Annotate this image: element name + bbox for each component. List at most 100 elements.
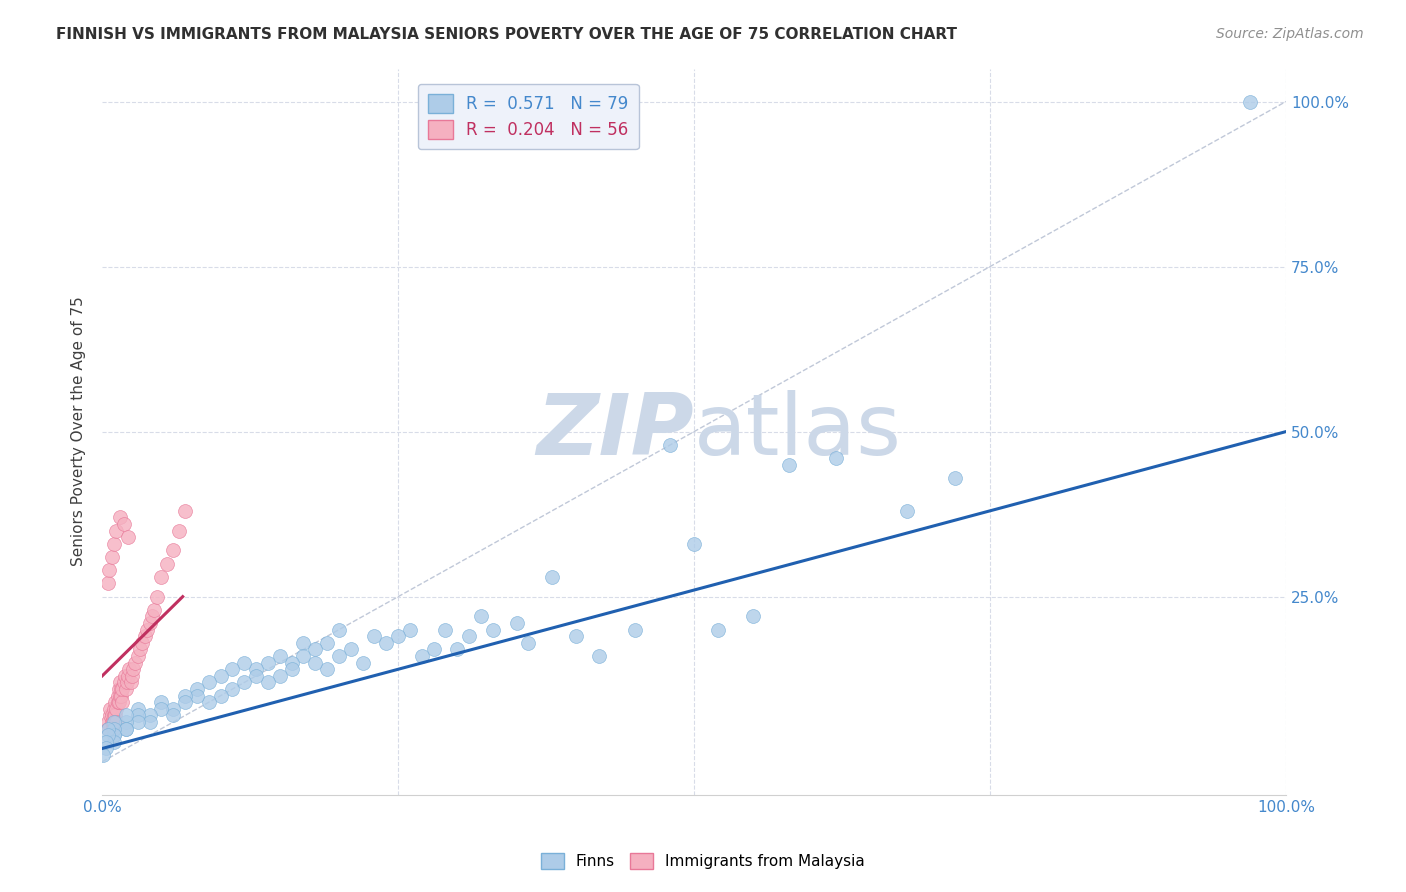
Point — [103, 708, 125, 723]
Point — [167, 524, 190, 538]
Point — [233, 656, 256, 670]
Point — [118, 662, 141, 676]
Point — [141, 609, 163, 624]
Point — [124, 656, 146, 670]
Point — [105, 715, 128, 730]
Point — [127, 702, 149, 716]
Point — [156, 557, 179, 571]
Point — [505, 615, 527, 630]
Point — [108, 675, 131, 690]
Point — [97, 722, 120, 736]
Point — [127, 648, 149, 663]
Point — [107, 682, 129, 697]
Point — [93, 748, 115, 763]
Point — [564, 629, 586, 643]
Point — [103, 702, 125, 716]
Point — [340, 642, 363, 657]
Point — [150, 570, 173, 584]
Point — [280, 662, 302, 676]
Point — [115, 682, 138, 697]
Text: ZIP: ZIP — [537, 390, 695, 473]
Point — [706, 623, 728, 637]
Point — [107, 695, 129, 709]
Point — [108, 510, 131, 524]
Point — [105, 702, 128, 716]
Legend: Finns, Immigrants from Malaysia: Finns, Immigrants from Malaysia — [534, 847, 872, 875]
Point — [257, 656, 280, 670]
Point — [97, 715, 120, 730]
Point — [292, 636, 315, 650]
Point — [103, 728, 125, 742]
Point — [121, 669, 143, 683]
Point — [115, 708, 138, 723]
Point — [103, 735, 125, 749]
Point — [233, 675, 256, 690]
Point — [186, 689, 208, 703]
Point — [328, 648, 350, 663]
Point — [387, 629, 409, 643]
Point — [245, 662, 267, 676]
Point — [269, 648, 291, 663]
Point — [292, 648, 315, 663]
Point — [328, 623, 350, 637]
Point — [104, 708, 127, 723]
Point — [742, 609, 765, 624]
Point — [434, 623, 457, 637]
Point — [129, 642, 152, 657]
Point — [103, 728, 125, 742]
Point — [107, 689, 129, 703]
Point — [280, 656, 302, 670]
Point — [411, 648, 433, 663]
Point — [316, 636, 339, 650]
Point — [143, 603, 166, 617]
Point — [197, 675, 219, 690]
Point — [111, 695, 134, 709]
Point — [257, 675, 280, 690]
Point — [136, 623, 159, 637]
Text: Source: ZipAtlas.com: Source: ZipAtlas.com — [1216, 27, 1364, 41]
Point — [174, 689, 197, 703]
Point — [943, 471, 966, 485]
Point — [115, 722, 138, 736]
Point — [458, 629, 481, 643]
Point — [896, 504, 918, 518]
Point — [1239, 95, 1261, 109]
Point — [112, 675, 135, 690]
Point — [100, 715, 122, 730]
Point — [138, 715, 160, 730]
Point — [100, 702, 122, 716]
Point — [197, 695, 219, 709]
Point — [588, 648, 610, 663]
Point — [105, 524, 128, 538]
Point — [107, 695, 129, 709]
Point — [470, 609, 492, 624]
Point — [111, 682, 134, 697]
Point — [110, 682, 132, 697]
Point — [115, 715, 138, 730]
Point — [117, 669, 139, 683]
Point — [304, 656, 326, 670]
Point — [120, 675, 142, 690]
Point — [97, 722, 120, 736]
Point — [150, 695, 173, 709]
Y-axis label: Seniors Poverty Over the Age of 75: Seniors Poverty Over the Age of 75 — [72, 297, 86, 566]
Point — [101, 715, 124, 730]
Point — [174, 504, 197, 518]
Point — [162, 708, 184, 723]
Point — [316, 662, 339, 676]
Point — [446, 642, 468, 657]
Point — [269, 669, 291, 683]
Point — [127, 708, 149, 723]
Point — [94, 735, 117, 749]
Point — [778, 458, 800, 472]
Point — [162, 702, 184, 716]
Point — [103, 715, 125, 730]
Point — [624, 623, 647, 637]
Point — [352, 656, 374, 670]
Point — [482, 623, 505, 637]
Point — [122, 662, 145, 676]
Point — [110, 689, 132, 703]
Point — [100, 549, 122, 564]
Point — [517, 636, 540, 650]
Point — [162, 543, 184, 558]
